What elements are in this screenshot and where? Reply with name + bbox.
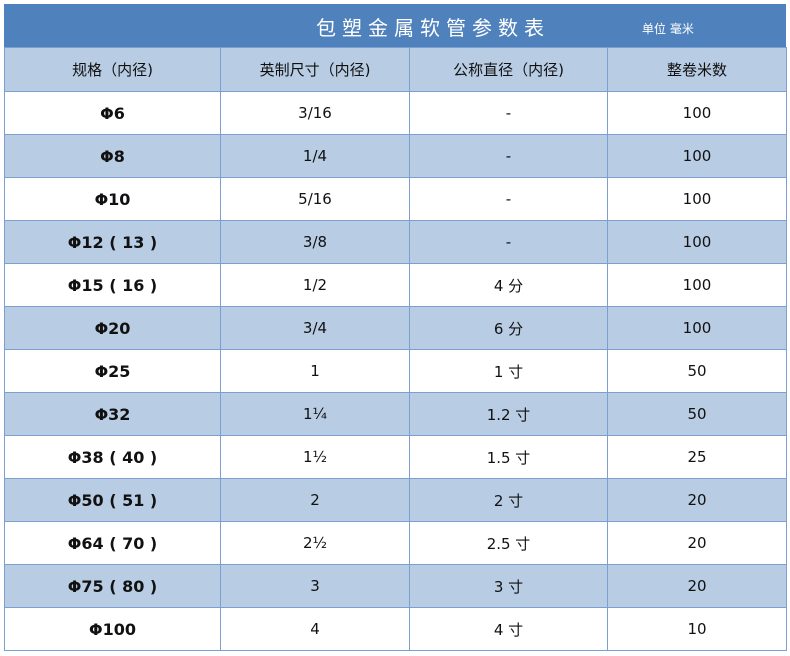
table-row: Φ32 1¼ 1.2 寸 50 (4, 392, 787, 436)
nominal-diameter-cell: 6 分 (409, 306, 608, 350)
table-row: Φ15 ( 16 ) 1/2 4 分 100 (4, 263, 787, 307)
roll-length-cell: 10 (607, 607, 787, 651)
spec-table: 规格（内径) 英制尺寸（内径) 公称直径（内径) 整卷米数 Φ6 3/16-100… (4, 47, 787, 651)
column-header: 整卷米数 (607, 47, 787, 92)
spec-cell: Φ25 (4, 349, 221, 393)
nominal-diameter-cell: 1.5 寸 (409, 435, 608, 479)
roll-length-cell: 100 (607, 263, 787, 307)
table-row: Φ64 ( 70 ) 2½ 2.5 寸 20 (4, 521, 787, 565)
imperial-size-cell: 3/16 (220, 91, 410, 135)
imperial-size-cell: 1/2 (220, 263, 410, 307)
table-row: Φ12 ( 13 ) 3/8-100 (4, 220, 787, 264)
table-row: Φ50 ( 51 ) 2 2 寸 20 (4, 478, 787, 522)
roll-length-cell: 20 (607, 478, 787, 522)
title-bar: 包塑金属软管参数表 单位 毫米 (4, 4, 786, 47)
imperial-size-cell: 1¼ (220, 392, 410, 436)
nominal-diameter-cell: 3 寸 (409, 564, 608, 608)
nominal-diameter-cell: - (409, 177, 608, 221)
imperial-size-cell: 3 (220, 564, 410, 608)
imperial-size-cell: 2 (220, 478, 410, 522)
roll-length-cell: 100 (607, 220, 787, 264)
table-row: Φ38 ( 40 ) 1½ 1.5 寸 25 (4, 435, 787, 479)
roll-length-cell: 50 (607, 392, 787, 436)
roll-length-cell: 20 (607, 521, 787, 565)
column-header: 规格（内径) (4, 47, 221, 92)
table-row: Φ75 ( 80 ) 3 3 寸 20 (4, 564, 787, 608)
nominal-diameter-cell: - (409, 134, 608, 178)
unit-label: 单位 毫米 (642, 22, 694, 36)
roll-length-cell: 100 (607, 134, 787, 178)
spec-cell: Φ12 ( 13 ) (4, 220, 221, 264)
table-row: Φ10 5/16-100 (4, 177, 787, 221)
nominal-diameter-cell: 2.5 寸 (409, 521, 608, 565)
nominal-diameter-cell: - (409, 91, 608, 135)
column-header: 公称直径（内径) (409, 47, 608, 92)
imperial-size-cell: 1½ (220, 435, 410, 479)
spec-cell: Φ32 (4, 392, 221, 436)
spec-cell: Φ10 (4, 177, 221, 221)
roll-length-cell: 25 (607, 435, 787, 479)
imperial-size-cell: 1/4 (220, 134, 410, 178)
table-row: Φ100 4 4 寸 10 (4, 607, 787, 651)
roll-length-cell: 100 (607, 177, 787, 221)
spec-cell: Φ38 ( 40 ) (4, 435, 221, 479)
imperial-size-cell: 3/4 (220, 306, 410, 350)
nominal-diameter-cell: 2 寸 (409, 478, 608, 522)
spec-cell: Φ50 ( 51 ) (4, 478, 221, 522)
nominal-diameter-cell: 1 寸 (409, 349, 608, 393)
imperial-size-cell: 5/16 (220, 177, 410, 221)
table-row: Φ6 3/16-100 (4, 91, 787, 135)
roll-length-cell: 20 (607, 564, 787, 608)
nominal-diameter-cell: - (409, 220, 608, 264)
imperial-size-cell: 3/8 (220, 220, 410, 264)
column-header: 英制尺寸（内径) (220, 47, 410, 92)
imperial-size-cell: 2½ (220, 521, 410, 565)
spec-cell: Φ75 ( 80 ) (4, 564, 221, 608)
nominal-diameter-cell: 4 寸 (409, 607, 608, 651)
roll-length-cell: 50 (607, 349, 787, 393)
spec-cell: Φ20 (4, 306, 221, 350)
nominal-diameter-cell: 4 分 (409, 263, 608, 307)
spec-cell: Φ8 (4, 134, 221, 178)
roll-length-cell: 100 (607, 91, 787, 135)
table-title: 包塑金属软管参数表 (316, 16, 550, 40)
table-row: Φ25 1 1 寸 50 (4, 349, 787, 393)
imperial-size-cell: 1 (220, 349, 410, 393)
table-row: Φ20 3/4 6 分 100 (4, 306, 787, 350)
nominal-diameter-cell: 1.2 寸 (409, 392, 608, 436)
imperial-size-cell: 4 (220, 607, 410, 651)
spec-cell: Φ64 ( 70 ) (4, 521, 221, 565)
header-row: 规格（内径) 英制尺寸（内径) 公称直径（内径) 整卷米数 (4, 47, 787, 92)
spec-table-container: 包塑金属软管参数表 单位 毫米 规格（内径) 英制尺寸（内径) 公称直径（内径)… (4, 4, 787, 651)
roll-length-cell: 100 (607, 306, 787, 350)
spec-cell: Φ15 ( 16 ) (4, 263, 221, 307)
spec-cell: Φ6 (4, 91, 221, 135)
spec-cell: Φ100 (4, 607, 221, 651)
table-row: Φ8 1/4-100 (4, 134, 787, 178)
